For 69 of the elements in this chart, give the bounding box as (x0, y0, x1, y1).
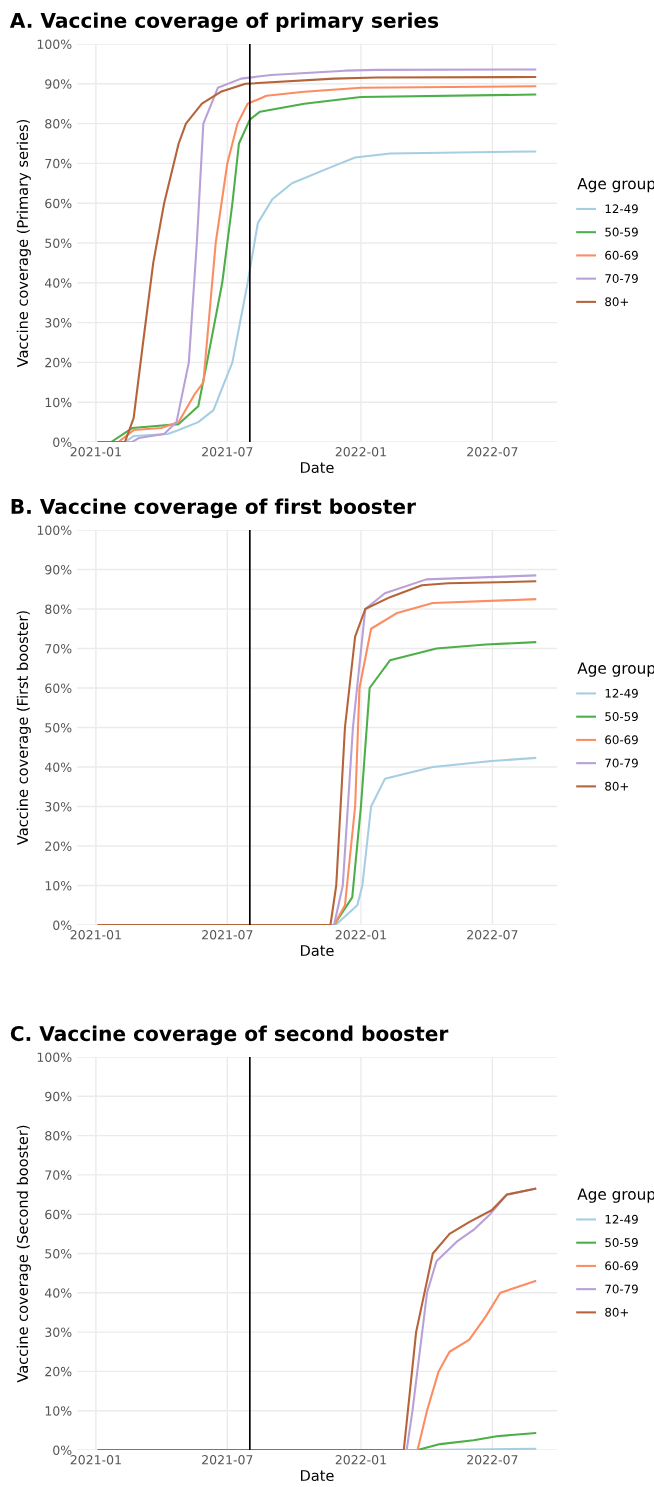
legend-label: 60-69 (605, 735, 638, 745)
y-tick-label: 30% (45, 801, 72, 812)
x-tick-label: 2021-01 (70, 447, 121, 457)
legend-label: 50-59 (605, 227, 638, 237)
y-tick-label: 70% (45, 1170, 72, 1180)
y-tick-label: 0% (53, 920, 72, 930)
y-axis-title: Vaccine coverage (Second booster) (16, 1125, 31, 1383)
legend-label: 60-69 (605, 1261, 638, 1271)
legend-label: 60-69 (605, 250, 638, 260)
legend-label: 12-49 (605, 204, 638, 214)
legend-label: 80+ (605, 1307, 629, 1317)
y-tick-label: 40% (44, 1288, 72, 1298)
y-tick-label: 30% (45, 1327, 72, 1338)
legend-label: 70-79 (605, 1284, 638, 1294)
legend-label: 50-59 (605, 712, 638, 721)
y-tick-label: 0% (53, 1445, 72, 1455)
y-tick-label: 20% (45, 841, 72, 851)
legend-label: 50-59 (605, 1238, 638, 1247)
y-tick-label: 60% (45, 1209, 72, 1220)
chart-title: B. Vaccine coverage of first booster (11, 498, 416, 519)
legend-label: 12-49 (605, 1214, 638, 1224)
x-tick-label: 2022-01 (335, 1455, 386, 1465)
x-axis-title: Date (301, 462, 334, 474)
legend-label: 80+ (605, 297, 629, 307)
y-tick-label: 90% (45, 1091, 72, 1102)
y-tick-label: 90% (45, 564, 72, 575)
x-tick-label: 2022-07 (467, 447, 518, 457)
legend-label: 70-79 (605, 758, 638, 768)
y-tick-label: 80% (45, 1131, 72, 1141)
y-tick-label: 10% (45, 1406, 72, 1416)
y-tick-label: 70% (45, 643, 72, 654)
y-tick-label: 60% (45, 198, 72, 209)
x-axis-title: Date (301, 945, 334, 957)
y-tick-label: 100% (37, 1052, 72, 1062)
y-tick-label: 10% (45, 880, 72, 891)
x-tick-label: 2022-01 (335, 447, 386, 457)
x-axis-title: Date (301, 1470, 334, 1482)
y-tick-label: 100% (37, 39, 72, 49)
x-tick-label: 2022-07 (467, 930, 518, 940)
legend-label: 12-49 (605, 688, 638, 698)
y-tick-label: 50% (45, 1248, 72, 1259)
y-axis-title: Vaccine coverage (First booster) (16, 611, 31, 845)
x-tick-label: 2022-01 (335, 930, 386, 940)
x-tick-label: 2021-07 (202, 447, 253, 457)
x-tick-label: 2022-07 (467, 1455, 518, 1465)
y-tick-label: 50% (45, 722, 72, 733)
y-tick-label: 40% (44, 762, 72, 772)
y-tick-label: 80% (45, 604, 72, 614)
x-tick-label: 2021-01 (70, 1455, 121, 1465)
y-axis-title: Vaccine coverage (Primary series) (16, 119, 31, 368)
y-tick-label: 60% (45, 683, 72, 693)
y-tick-label: 20% (45, 1366, 72, 1377)
y-tick-label: 50% (45, 238, 72, 248)
y-tick-label: 10% (45, 397, 72, 408)
legend-label: 80+ (605, 781, 629, 791)
y-tick-label: 90% (45, 79, 72, 89)
y-tick-label: 30% (45, 318, 72, 328)
y-tick-label: 80% (45, 119, 72, 129)
y-tick-label: 40% (44, 278, 72, 288)
chart-title: C. Vaccine coverage of second booster (10, 1025, 449, 1046)
x-tick-label: 2021-07 (202, 930, 253, 940)
y-tick-label: 100% (37, 525, 72, 535)
y-tick-label: 20% (45, 357, 72, 368)
y-tick-label: 70% (45, 158, 72, 169)
y-tick-label: 0% (53, 437, 72, 447)
x-tick-label: 2021-01 (70, 930, 121, 940)
x-tick-label: 2021-07 (202, 1455, 253, 1465)
legend-label: 70-79 (605, 274, 638, 283)
chart-title: A. Vaccine coverage of primary series (9, 12, 439, 33)
